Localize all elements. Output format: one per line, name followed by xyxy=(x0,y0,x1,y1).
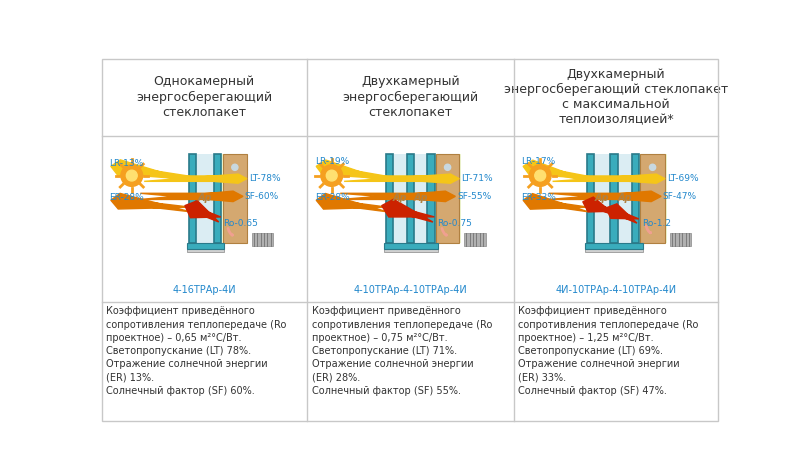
Text: Ap: Ap xyxy=(595,193,610,203)
Circle shape xyxy=(121,165,142,186)
Text: Коэффициент приведённого
сопротивления теплопередаче (Ro
проектное) – 0,75 м²°С/: Коэффициент приведённого сопротивления т… xyxy=(311,306,492,396)
Bar xyxy=(464,233,486,246)
FancyArrowPatch shape xyxy=(646,226,650,233)
Circle shape xyxy=(232,164,238,171)
Bar xyxy=(223,154,247,243)
Text: ER-33%: ER-33% xyxy=(522,193,557,202)
Text: Ro-0.75: Ro-0.75 xyxy=(438,219,472,228)
Bar xyxy=(640,154,665,243)
Polygon shape xyxy=(553,174,665,183)
Text: 4-16ТРАр-4И: 4-16ТРАр-4И xyxy=(173,285,236,294)
Polygon shape xyxy=(549,191,661,201)
Polygon shape xyxy=(523,194,589,212)
Circle shape xyxy=(530,165,551,186)
Text: SF-60%: SF-60% xyxy=(245,192,278,201)
Polygon shape xyxy=(523,160,589,181)
Bar xyxy=(610,154,618,243)
Bar xyxy=(670,233,691,246)
Text: Двухкамерный
энергосберегающий стеклопакет
с максимальной
теплоизоляцией*: Двухкамерный энергосберегающий стеклопак… xyxy=(504,68,728,126)
Polygon shape xyxy=(340,191,455,201)
Polygon shape xyxy=(316,160,387,181)
Polygon shape xyxy=(111,193,190,212)
Polygon shape xyxy=(583,197,617,216)
Bar xyxy=(384,244,438,252)
Circle shape xyxy=(650,164,656,171)
Text: Коэффициент приведённого
сопротивления теплопередаче (Ro
проектное) – 1,25 м²°С/: Коэффициент приведённого сопротивления т… xyxy=(518,306,699,396)
Text: Однокамерный
энергосберегающий
стеклопакет: Однокамерный энергосберегающий стеклопак… xyxy=(136,76,272,119)
Text: 4-10ТРАр-4-10ТРАр-4И: 4-10ТРАр-4-10ТРАр-4И xyxy=(354,285,467,294)
FancyArrowPatch shape xyxy=(228,228,233,235)
Polygon shape xyxy=(344,174,459,183)
Text: LR-13%: LR-13% xyxy=(110,159,143,168)
Text: SF-55%: SF-55% xyxy=(457,192,491,201)
Polygon shape xyxy=(144,174,247,183)
Polygon shape xyxy=(111,160,190,181)
Bar xyxy=(639,154,666,243)
Bar xyxy=(406,154,414,243)
Text: Ap: Ap xyxy=(414,193,428,203)
FancyArrowPatch shape xyxy=(442,228,446,235)
Polygon shape xyxy=(382,200,434,222)
Bar xyxy=(427,154,435,243)
Bar xyxy=(436,154,459,243)
Bar xyxy=(414,154,427,243)
Circle shape xyxy=(321,165,342,186)
Text: Ap: Ap xyxy=(393,193,407,203)
Bar xyxy=(585,243,642,249)
Polygon shape xyxy=(185,201,221,222)
Bar xyxy=(435,154,461,243)
Text: LR-19%: LR-19% xyxy=(314,157,349,166)
Bar xyxy=(214,154,222,243)
Polygon shape xyxy=(606,204,638,223)
Bar xyxy=(384,243,438,249)
Text: Коэффициент приведённого
сопротивления теплопередаче (Ro
проектное) – 0,65 м²°С/: Коэффициент приведённого сопротивления т… xyxy=(106,306,286,396)
Bar xyxy=(189,154,197,243)
Text: Ap: Ap xyxy=(618,193,632,203)
Text: Ap: Ap xyxy=(198,193,212,203)
Circle shape xyxy=(534,170,546,181)
Bar xyxy=(386,154,394,243)
Text: LT-69%: LT-69% xyxy=(667,174,699,183)
Polygon shape xyxy=(140,191,243,201)
Bar xyxy=(187,243,224,249)
Bar xyxy=(251,233,274,246)
Bar xyxy=(222,154,249,243)
Bar xyxy=(394,154,406,243)
Circle shape xyxy=(445,164,450,171)
Bar xyxy=(187,244,224,252)
Text: LT-78%: LT-78% xyxy=(249,174,281,183)
Text: LT-71%: LT-71% xyxy=(462,174,493,183)
Circle shape xyxy=(326,170,337,181)
Text: Ro-1.2: Ro-1.2 xyxy=(642,219,670,228)
Bar xyxy=(632,154,639,243)
Text: Двухкамерный
энергосберегающий
стеклопакет: Двухкамерный энергосберегающий стеклопак… xyxy=(342,76,478,119)
Text: Ro-0.65: Ro-0.65 xyxy=(224,219,258,228)
Polygon shape xyxy=(316,193,387,212)
Text: ER-28%: ER-28% xyxy=(110,193,144,202)
Bar xyxy=(618,154,632,243)
Bar xyxy=(585,244,642,252)
Bar xyxy=(586,154,594,243)
Text: 4И-10ТРАр-4-10ТРАр-4И: 4И-10ТРАр-4-10ТРАр-4И xyxy=(555,285,677,294)
Text: LR-17%: LR-17% xyxy=(522,157,556,166)
Circle shape xyxy=(126,170,138,181)
Bar xyxy=(197,154,214,243)
Bar xyxy=(594,154,610,243)
Text: SF-47%: SF-47% xyxy=(662,192,697,201)
Text: ER-28%: ER-28% xyxy=(314,193,350,202)
